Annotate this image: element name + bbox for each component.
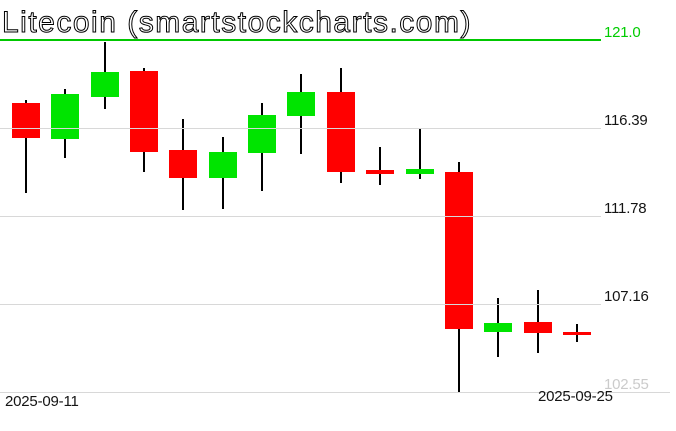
x-axis-label: 2025-09-11 bbox=[5, 393, 79, 410]
y-axis-label: 102.55 bbox=[604, 376, 649, 393]
candle-body bbox=[405, 169, 434, 174]
y-axis-label: 121.0 bbox=[604, 24, 641, 41]
gridline bbox=[0, 127, 601, 129]
candle-body bbox=[484, 322, 513, 332]
candle-body bbox=[444, 171, 473, 330]
candle-wick bbox=[418, 127, 421, 180]
gridline bbox=[0, 304, 601, 306]
reference-line bbox=[0, 39, 601, 41]
candle-body bbox=[169, 150, 198, 179]
candle-body bbox=[248, 114, 277, 154]
candle-wick bbox=[379, 146, 382, 185]
y-axis-label: 111.78 bbox=[604, 199, 647, 217]
candle-wick bbox=[25, 99, 27, 193]
candle-body bbox=[208, 152, 237, 178]
candle-wick bbox=[536, 289, 539, 354]
candle-body bbox=[562, 332, 591, 336]
candle-body bbox=[51, 94, 80, 139]
candle-body bbox=[366, 169, 395, 174]
candle-body bbox=[326, 91, 355, 172]
gridline bbox=[0, 392, 670, 393]
candle-body bbox=[287, 91, 316, 116]
candle-body bbox=[90, 72, 119, 98]
x-axis-label: 2025-09-25 bbox=[538, 388, 613, 405]
gridline bbox=[0, 215, 601, 217]
chart-title: Litecoin (smartstockcharts.com) bbox=[2, 6, 472, 40]
candle-body bbox=[12, 103, 40, 139]
candle-body bbox=[523, 321, 552, 334]
candle-body bbox=[130, 70, 159, 153]
y-axis-label: 107.16 bbox=[604, 288, 649, 306]
y-axis-label: 116.39 bbox=[604, 111, 648, 129]
